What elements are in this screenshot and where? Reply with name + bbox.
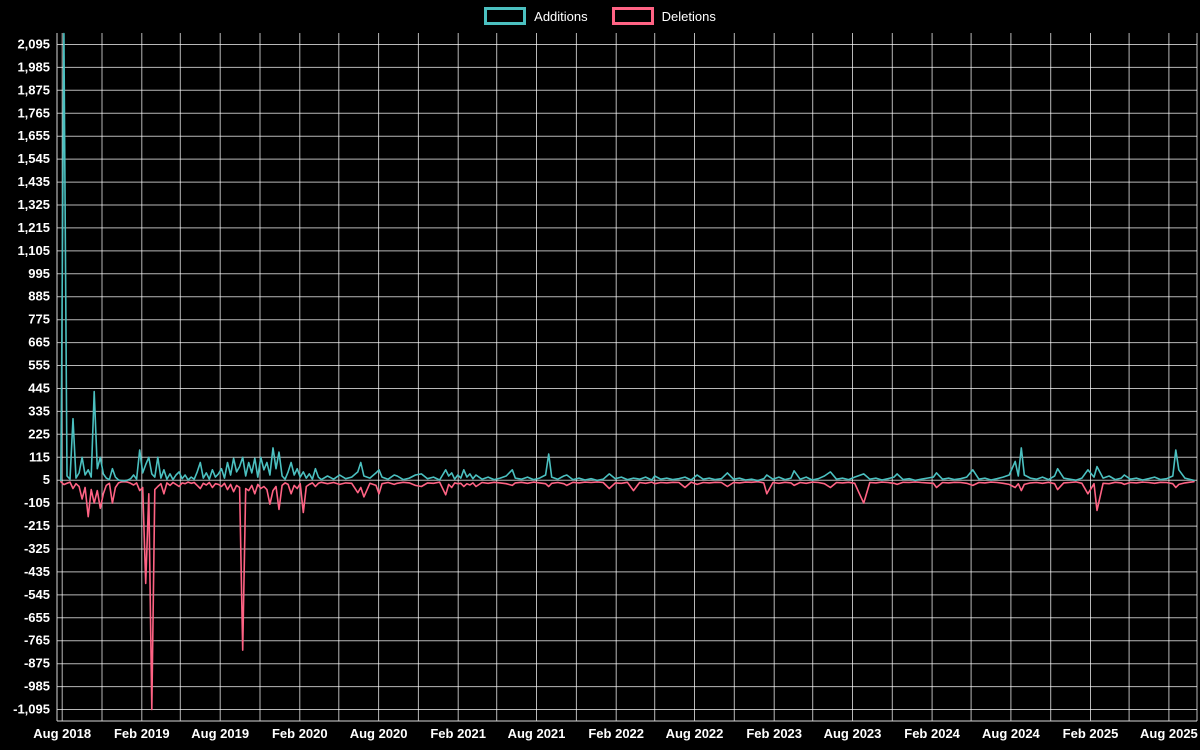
y-tick-label: -985	[24, 679, 50, 694]
y-tick-label: -1,095	[13, 702, 50, 717]
y-tick-label: 2,095	[17, 37, 50, 52]
y-tick-label: 1,105	[17, 243, 50, 258]
x-tick-label: Aug 2018	[33, 726, 91, 741]
y-tick-label: 225	[28, 426, 50, 441]
y-tick-label: 1,435	[17, 174, 50, 189]
x-tick-label: Aug 2024	[982, 726, 1041, 741]
y-tick-label: 1,215	[17, 220, 50, 235]
y-tick-label: 885	[28, 289, 50, 304]
y-tick-label: 1,985	[17, 59, 50, 74]
deletions-series-line	[60, 480, 1195, 711]
additions-series-line	[60, 32, 1195, 482]
y-tick-label: -215	[24, 518, 50, 533]
y-tick-label: 445	[28, 381, 50, 396]
y-tick-label: 1,765	[17, 105, 50, 120]
x-tick-label: Feb 2024	[904, 726, 960, 741]
y-tick-label: -435	[24, 564, 50, 579]
y-tick-label: -655	[24, 610, 50, 625]
y-tick-label: -545	[24, 587, 50, 602]
x-tick-label: Aug 2020	[350, 726, 408, 741]
x-tick-label: Aug 2023	[824, 726, 882, 741]
x-tick-label: Feb 2022	[588, 726, 644, 741]
chart-legend: Additions Deletions	[0, 7, 1200, 25]
additions-legend-label: Additions	[534, 8, 588, 24]
y-tick-label: 1,325	[17, 197, 50, 212]
y-tick-label: 995	[28, 266, 50, 281]
x-tick-label: Aug 2021	[508, 726, 566, 741]
y-tick-label: 5	[43, 472, 50, 487]
y-tick-label: -765	[24, 633, 50, 648]
y-tick-label: 1,875	[17, 82, 50, 97]
x-tick-label: Feb 2019	[114, 726, 170, 741]
y-tick-label: 115	[29, 449, 50, 464]
y-tick-label: -325	[24, 541, 50, 556]
y-tick-label: 1,545	[17, 151, 50, 166]
additions-legend-swatch	[484, 7, 527, 25]
y-tick-label: 1,655	[17, 128, 50, 143]
deletions-legend-swatch	[611, 7, 654, 25]
y-tick-label: 335	[28, 403, 50, 418]
legend-item-deletions[interactable]: Deletions	[611, 7, 716, 25]
y-tick-label: -875	[24, 656, 50, 671]
x-tick-label: Aug 2019	[191, 726, 249, 741]
x-tick-label: Feb 2023	[746, 726, 802, 741]
x-tick-label: Feb 2025	[1063, 726, 1119, 741]
y-tick-label: 555	[28, 358, 50, 373]
x-tick-label: Aug 2022	[666, 726, 724, 741]
x-tick-label: Feb 2021	[430, 726, 486, 741]
x-tick-label: Feb 2020	[272, 726, 328, 741]
deletions-legend-label: Deletions	[661, 8, 716, 24]
legend-item-additions[interactable]: Additions	[484, 7, 588, 25]
y-tick-label: 665	[28, 335, 50, 350]
x-tick-label: Aug 2025	[1140, 726, 1198, 741]
y-tick-label: -105	[24, 495, 50, 510]
y-tick-label: 775	[28, 312, 50, 327]
